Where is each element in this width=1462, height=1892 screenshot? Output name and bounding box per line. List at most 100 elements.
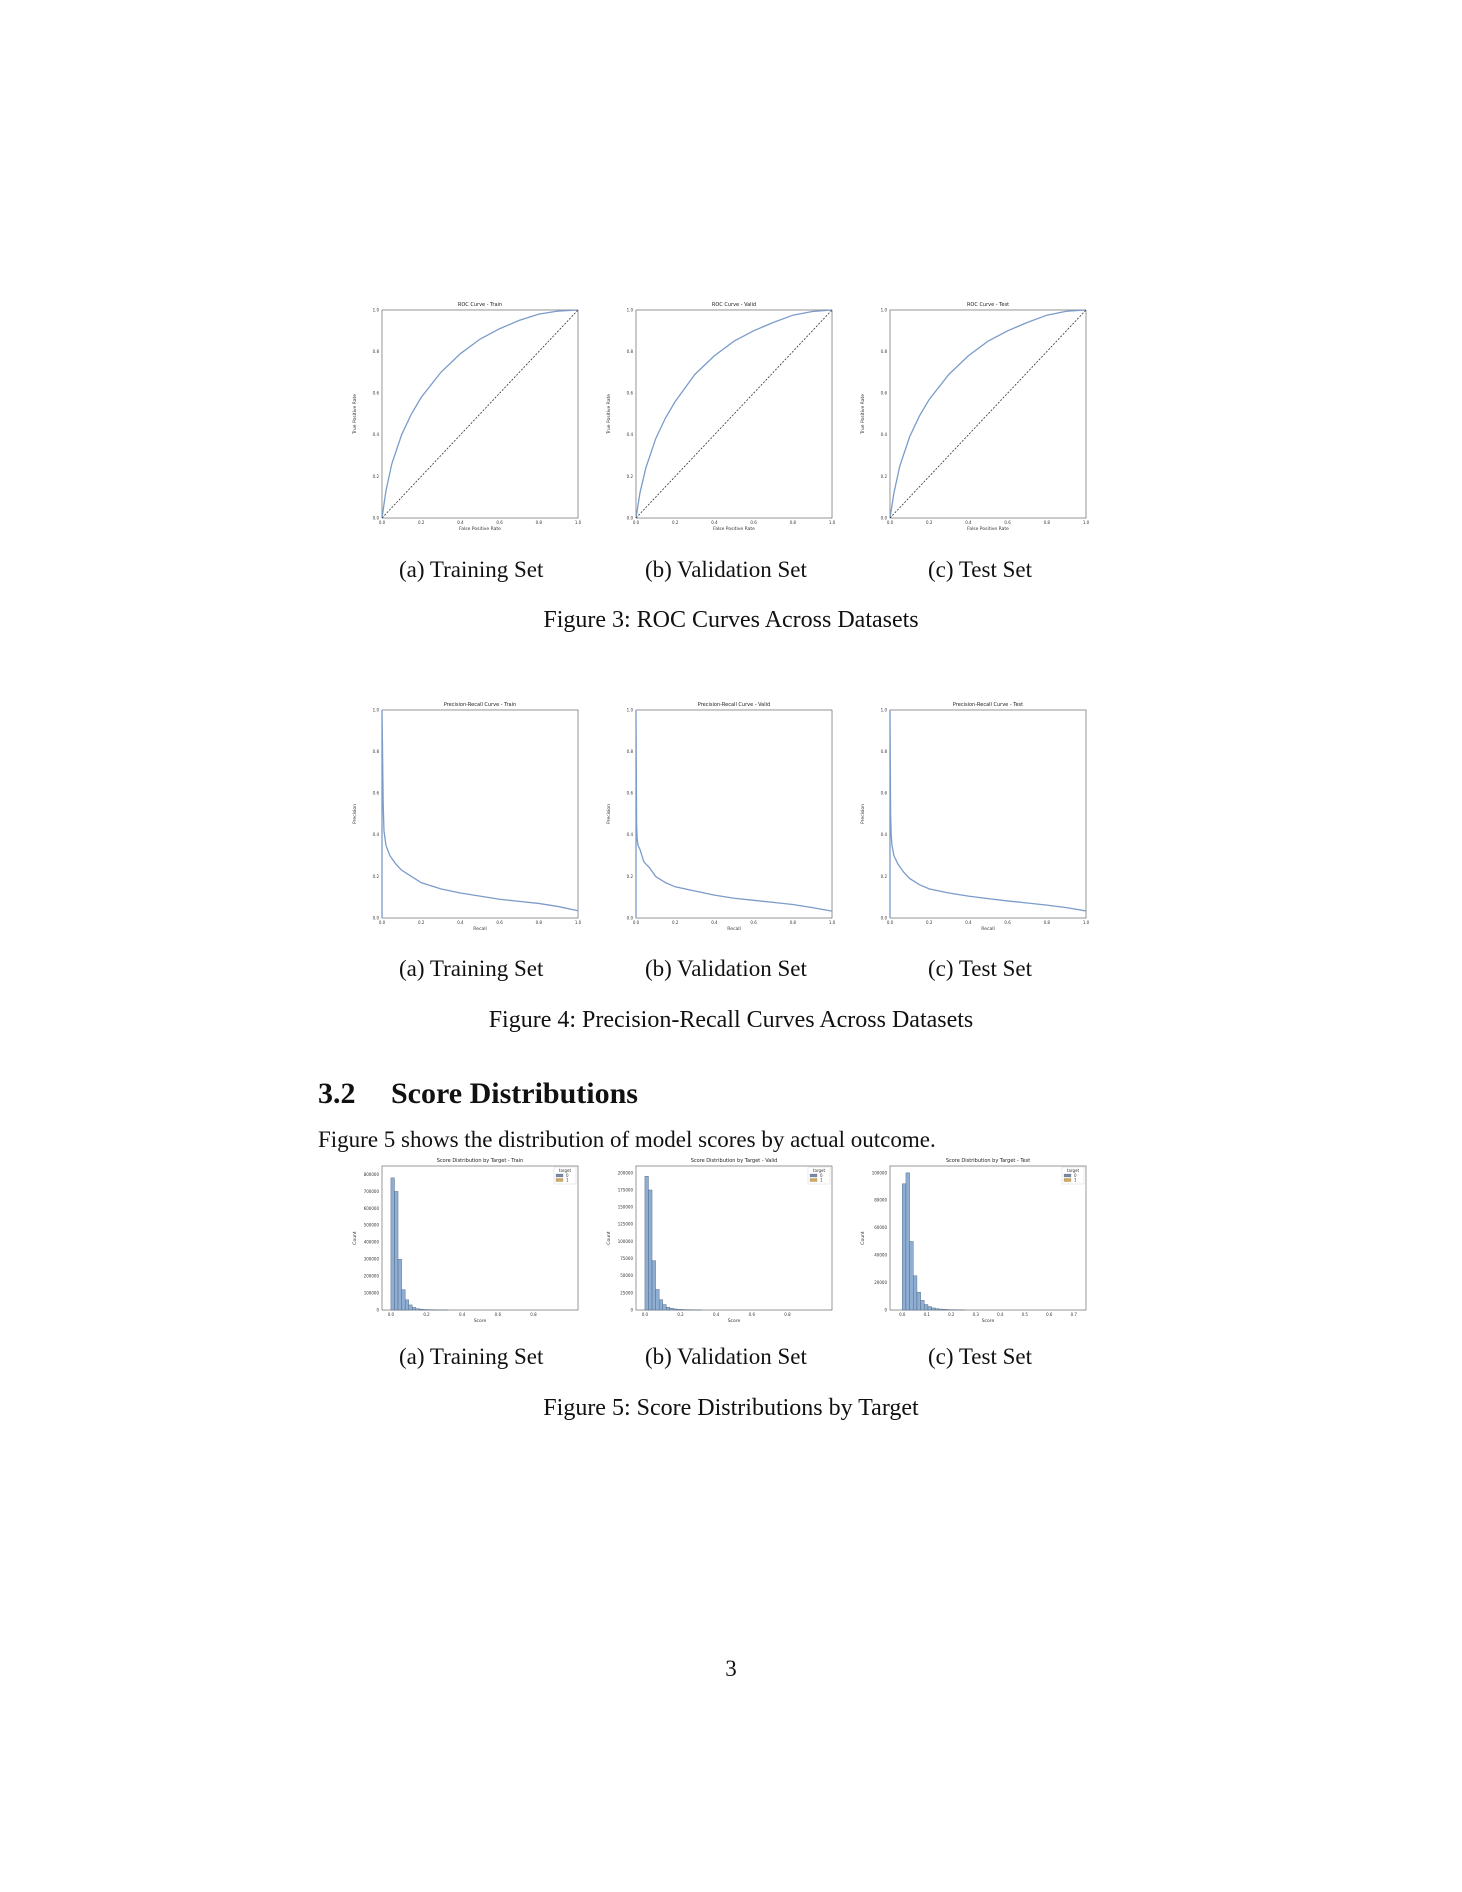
- y-axis-label: True Positive Rate: [352, 394, 358, 435]
- y-tick-label: 100000: [872, 1170, 888, 1175]
- plot-frame: [381, 1165, 579, 1311]
- x-tick-label: 0.0: [899, 1312, 906, 1317]
- y-tick-label: 0.0: [881, 515, 888, 520]
- roc-train-chart: ROC Curve - Train 0.0 0.2 0.4 0.6 0.8 1.0 0.0 0.…: [352, 302, 582, 532]
- x-tick-label: 0.6: [496, 920, 503, 925]
- x-tick-label: 0.4: [457, 520, 464, 525]
- histogram-bar: [644, 1176, 649, 1311]
- y-tick-label: 0.8: [627, 749, 634, 754]
- x-tick-label: 0.8: [530, 1312, 537, 1317]
- x-tick-label: 1.0: [829, 520, 836, 525]
- x-tick-label: 0.5: [1022, 1312, 1029, 1317]
- x-tick-label: 0.0: [633, 920, 640, 925]
- y-tick-label: 0.0: [373, 515, 380, 520]
- x-tick-label: 0.2: [677, 1312, 684, 1317]
- y-tick-label: 0.6: [627, 791, 634, 796]
- x-tick-label: 0.8: [784, 1312, 791, 1317]
- y-tick-label: 500000: [364, 1223, 380, 1228]
- x-tick-label: 0.2: [672, 520, 679, 525]
- legend-swatch: [555, 1178, 564, 1182]
- y-tick-label: 0.2: [373, 474, 380, 479]
- x-axis-label: Recall: [473, 926, 486, 932]
- legend-title: target: [813, 1168, 826, 1173]
- y-tick-label: 0: [884, 1307, 887, 1312]
- y-tick-label: 125000: [618, 1222, 634, 1227]
- pr-valid-chart: Precision-Recall Curve - Valid 0.0 0.2 0.4 0…: [606, 702, 836, 932]
- x-tick-label: 1.0: [575, 920, 582, 925]
- score-valid-panel: Score Distribution by Target - Valid 0.0 0…: [594, 1152, 854, 1332]
- legend-entry: 1: [820, 1177, 823, 1182]
- histogram-bar: [673, 1308, 678, 1311]
- fig4-subcaption-b: (b) Validation Set: [645, 956, 807, 981]
- histogram-bar: [920, 1300, 925, 1311]
- fig5-subcaption-a: (a) Training Set: [399, 1344, 544, 1369]
- y-axis-label: True Positive Rate: [606, 394, 612, 435]
- y-tick-label: 200000: [618, 1170, 634, 1175]
- x-tick-label: 0.8: [536, 920, 543, 925]
- y-tick-label: 1.0: [881, 707, 888, 712]
- histogram-bar: [655, 1289, 660, 1311]
- histogram-bar: [401, 1289, 406, 1311]
- y-tick-label: 0.0: [627, 515, 634, 520]
- x-tick-label: 0.4: [711, 920, 718, 925]
- histogram-bar: [902, 1183, 907, 1311]
- x-tick-label: 0.6: [1004, 520, 1011, 525]
- histogram-bar: [397, 1258, 402, 1311]
- x-tick-label: 0.2: [926, 520, 933, 525]
- y-tick-label: 0.6: [881, 791, 888, 796]
- histogram-bar: [931, 1307, 936, 1311]
- y-tick-label: 0.8: [373, 749, 380, 754]
- x-tick-label: 0.8: [790, 920, 797, 925]
- y-tick-label: 0.2: [627, 874, 634, 879]
- fig5-caption: Figure 5: Score Distributions by Target: [543, 1395, 919, 1421]
- x-tick-label: 0.1: [924, 1312, 931, 1317]
- histogram-bar: [412, 1307, 417, 1311]
- roc-test-chart: ROC Curve - Test 0.0 0.2 0.4 0.6 0.8 1.0 0.0 0.2…: [860, 302, 1090, 532]
- y-tick-label: 0.2: [627, 474, 634, 479]
- y-tick-label: 1.0: [627, 707, 634, 712]
- x-tick-label: 0.4: [457, 920, 464, 925]
- y-tick-label: 0.8: [373, 349, 380, 354]
- pr-train-chart: Precision-Recall Curve - Train 0.0 0.2 0.4 0…: [352, 702, 582, 932]
- legend-entry: 0: [820, 1173, 823, 1178]
- chart-title: ROC Curve - Valid: [712, 302, 756, 308]
- x-tick-label: 0.2: [423, 1312, 430, 1317]
- pr-test-chart: Precision-Recall Curve - Test 0.0 0.2 0.4 0.…: [860, 702, 1090, 932]
- x-tick-label: 0.0: [887, 520, 894, 525]
- x-tick-label: 0.6: [1004, 920, 1011, 925]
- chart-title: Score Distribution by Target - Test: [946, 1158, 1030, 1164]
- x-tick-label: 0.7: [1071, 1312, 1078, 1317]
- series-line: [889, 309, 1087, 519]
- x-tick-label: 0.2: [948, 1312, 955, 1317]
- y-tick-label: 0.4: [627, 832, 634, 837]
- y-axis-label: Count: [860, 1231, 866, 1245]
- x-axis-label: False Positive Rate: [459, 526, 501, 532]
- histogram-bar: [909, 1241, 914, 1311]
- score-test-panel: Score Distribution by Target - Test 0.0 0.…: [848, 1152, 1108, 1332]
- y-tick-label: 0.2: [373, 874, 380, 879]
- y-tick-label: 0: [630, 1307, 633, 1312]
- y-tick-label: 0.4: [373, 432, 380, 437]
- histogram-bar: [390, 1177, 395, 1311]
- y-tick-label: 100000: [364, 1290, 380, 1295]
- y-tick-label: 600000: [364, 1206, 380, 1211]
- fig3-subcaption-c: (c) Test Set: [928, 557, 1032, 582]
- histogram-bar: [666, 1307, 671, 1311]
- histogram-bar: [419, 1308, 424, 1311]
- histogram-bar: [662, 1304, 667, 1311]
- histogram-bar: [927, 1306, 932, 1311]
- x-tick-label: 0.6: [496, 520, 503, 525]
- histogram-bar: [913, 1275, 918, 1311]
- x-tick-label: 0.3: [973, 1312, 980, 1317]
- chart-title: ROC Curve - Test: [967, 302, 1009, 308]
- x-tick-label: 0.6: [1046, 1312, 1053, 1317]
- x-axis-label: Score: [474, 1318, 487, 1324]
- fig4-subcaption-c: (c) Test Set: [928, 956, 1032, 981]
- y-tick-label: 0.2: [881, 474, 888, 479]
- histogram-bar: [935, 1308, 940, 1311]
- y-tick-label: 300000: [364, 1257, 380, 1262]
- plot-frame: [635, 1165, 833, 1311]
- x-tick-label: 0.8: [1044, 920, 1051, 925]
